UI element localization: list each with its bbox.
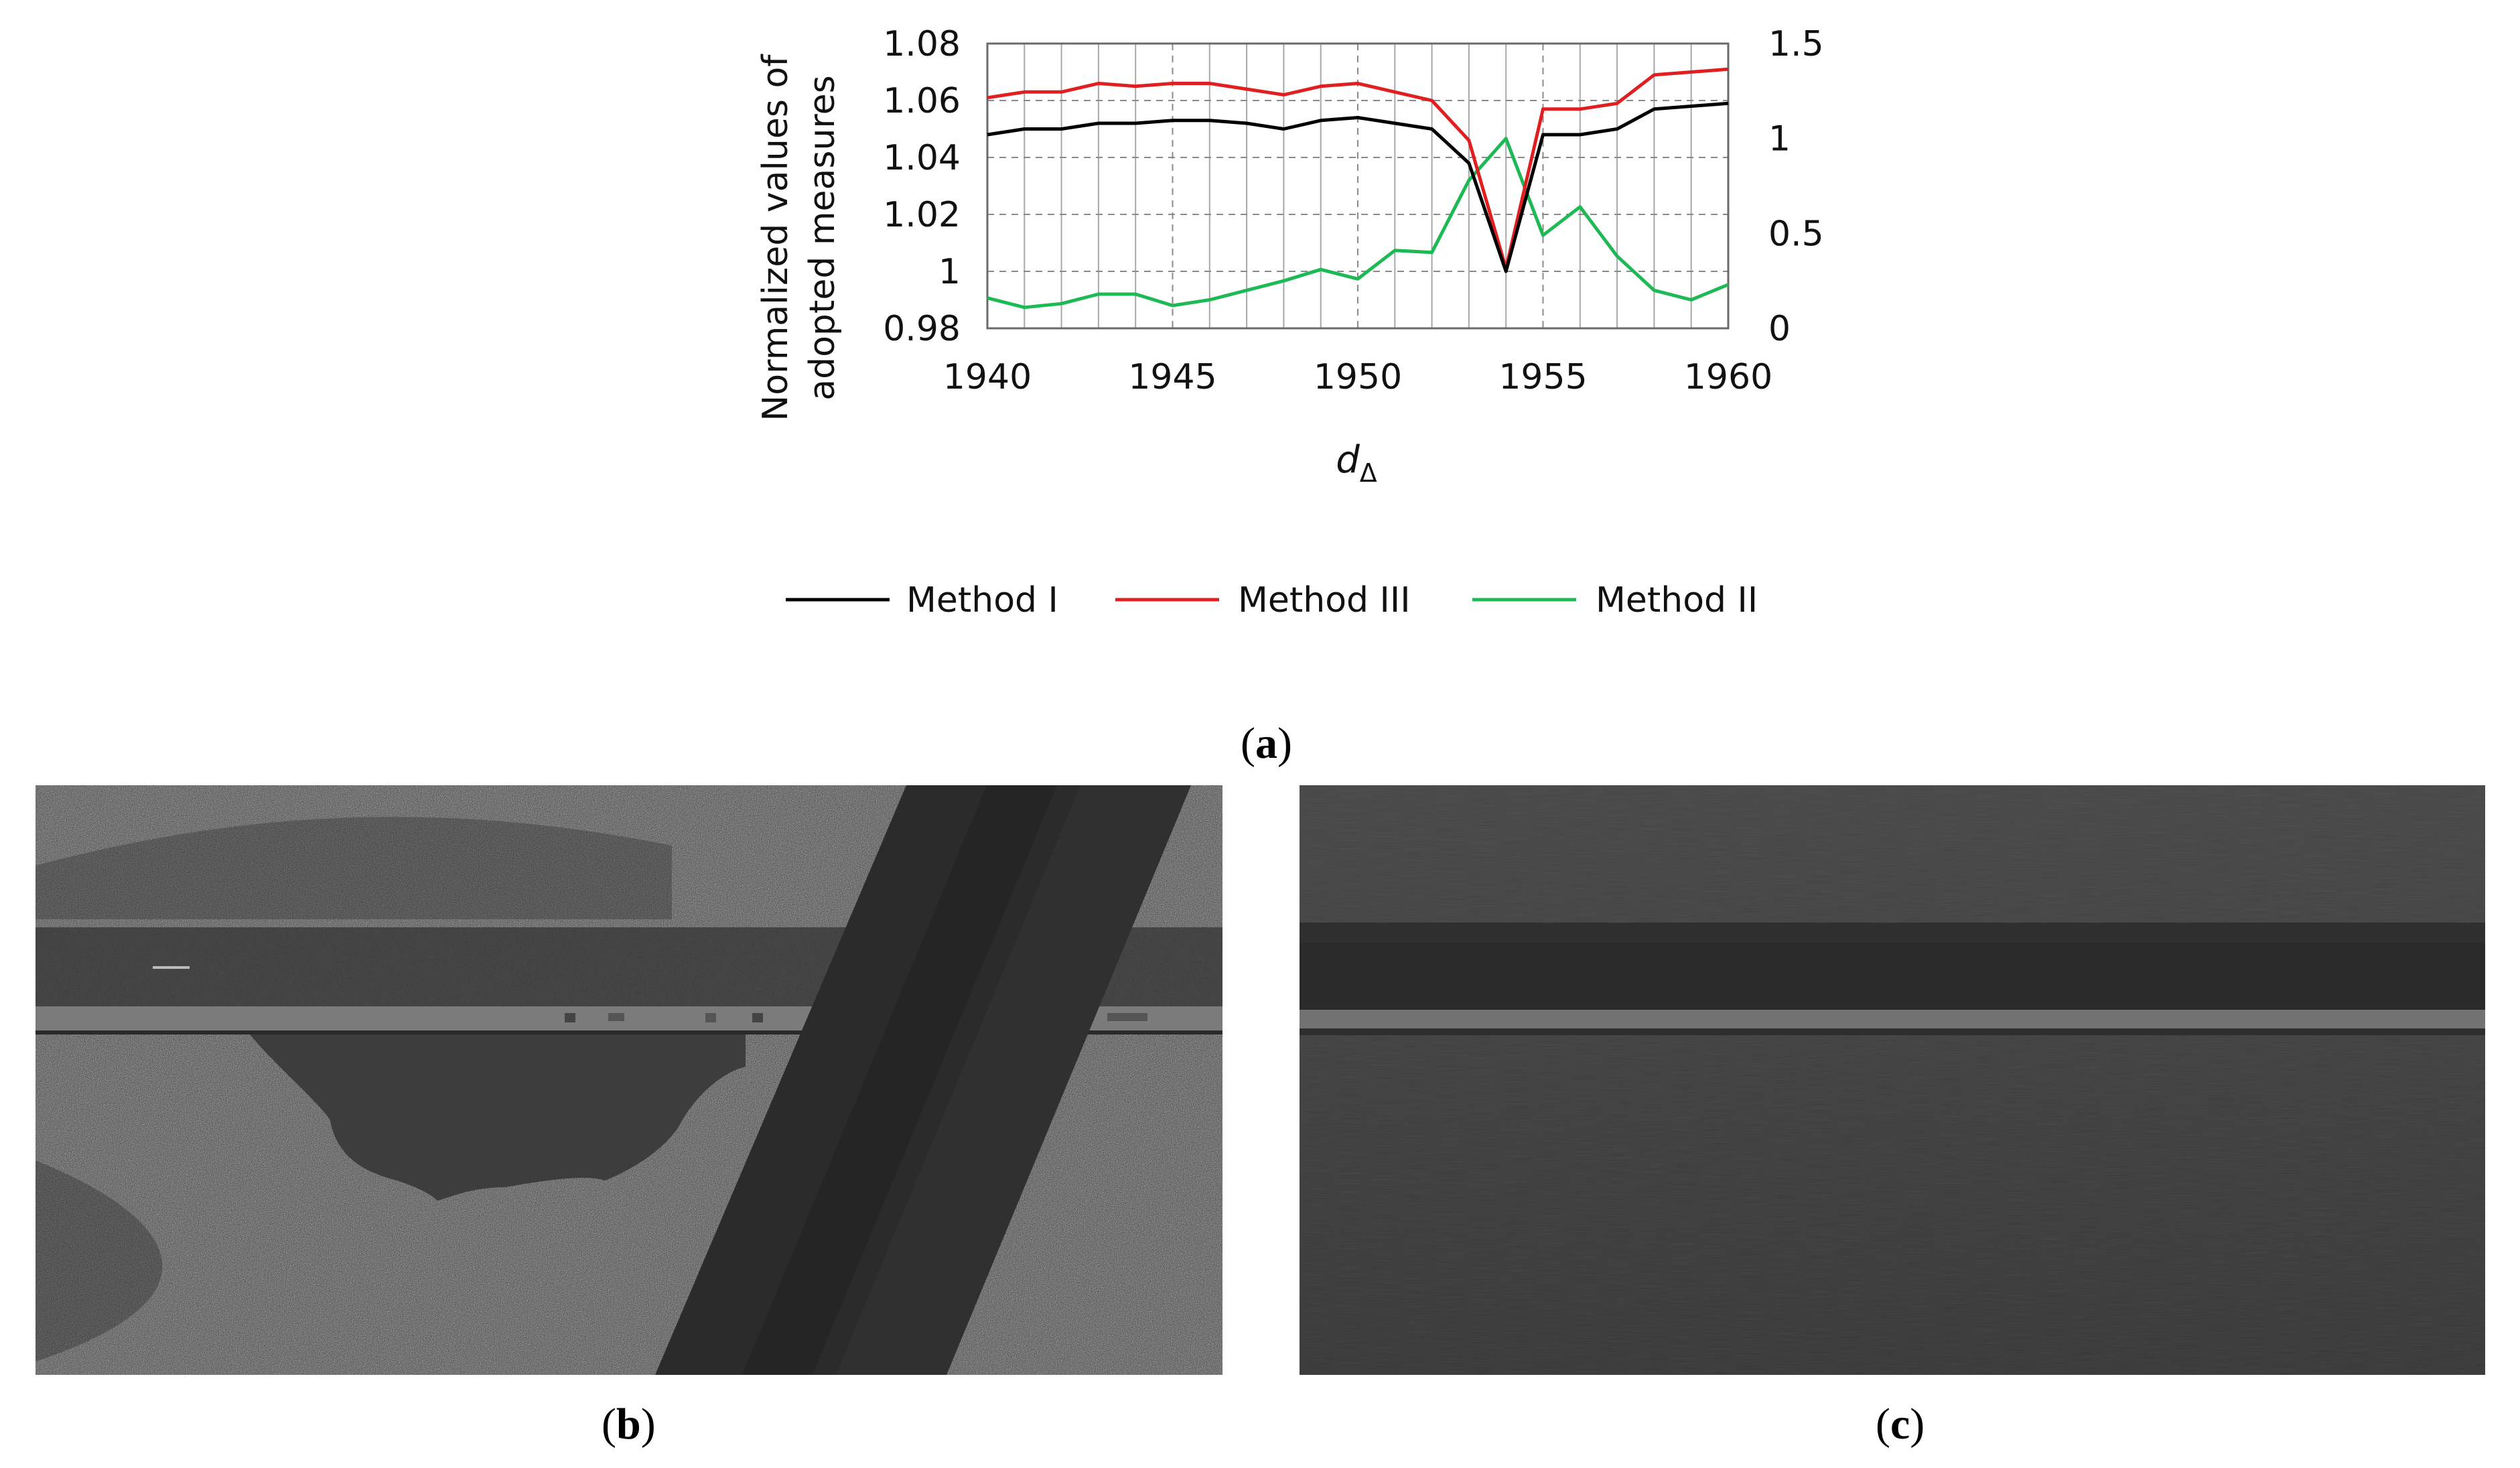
panel-label-c-open: ( — [1876, 1400, 1890, 1449]
plot-frame — [986, 42, 1730, 330]
panel-label-b-close: ) — [640, 1400, 656, 1449]
y-tick-label: 1.08 — [883, 24, 961, 64]
y-tick-labels: 0.98 1 1.02 1.04 1.06 1.08 — [883, 24, 961, 349]
panel-label-b: (b) — [602, 1399, 656, 1450]
panel-label-c: (c) — [1876, 1399, 1924, 1450]
panel-label-b-open: ( — [602, 1400, 616, 1449]
chart-grid — [987, 44, 1728, 328]
y-tick-label: 1.02 — [883, 195, 961, 235]
x-tick-labels: 1940 1945 1950 1955 1960 — [943, 357, 1772, 397]
photo-b-ground-penetrating-scan — [36, 785, 1222, 1375]
panel-label-b-letter: b — [616, 1400, 641, 1449]
panel-label-a: (a) — [1241, 718, 1292, 769]
x-axis-label-main: d — [1336, 438, 1360, 482]
photo-c-image — [1300, 785, 2485, 1375]
y2-tick-label: 1.5 — [1768, 24, 1824, 64]
y2-tick-labels: 0 0.5 1 1.5 — [1768, 24, 1824, 349]
x-tick-label: 1960 — [1684, 357, 1772, 397]
series-line-method-ii — [987, 137, 1729, 310]
y-axis-label-line2: adopted measures — [802, 75, 843, 401]
x-tick-label: 1955 — [1498, 357, 1587, 397]
panel-label-c-letter: c — [1890, 1400, 1910, 1449]
panel-label-c-close: ) — [1910, 1400, 1925, 1449]
y-tick-label: 1.06 — [883, 81, 961, 121]
series-line-method-i — [987, 101, 1729, 273]
legend-label-method-iii: Method III — [1238, 580, 1411, 620]
panel-label-a-open: ( — [1241, 719, 1255, 768]
legend-label-method-i: Method I — [906, 580, 1058, 620]
x-axis-label-subscript: Δ — [1360, 458, 1377, 488]
x-axis-label: dΔ — [1336, 438, 1377, 488]
series-line-method-iii — [987, 67, 1729, 271]
photo-c-processed-scan — [1300, 785, 2485, 1375]
x-tick-label: 1950 — [1314, 357, 1402, 397]
photo-b-image — [36, 785, 1222, 1375]
legend-label-method-ii: Method II — [1596, 580, 1758, 620]
chart-legend: Method I Method III Method II — [786, 580, 1758, 620]
y-tick-label: 1 — [938, 252, 961, 292]
panel-label-a-letter: a — [1255, 719, 1277, 768]
y2-tick-label: 1 — [1768, 119, 1791, 159]
x-tick-label: 1940 — [943, 357, 1032, 397]
y-axis-label-line1: Normalized values of — [756, 54, 796, 421]
panel-label-a-close: ) — [1277, 719, 1292, 768]
y-tick-label: 0.98 — [883, 309, 961, 349]
y2-tick-label: 0 — [1768, 309, 1791, 349]
y-tick-label: 1.04 — [883, 138, 961, 178]
series-layer — [987, 67, 1729, 310]
x-tick-label: 1945 — [1128, 357, 1216, 397]
y2-tick-label: 0.5 — [1768, 214, 1824, 254]
